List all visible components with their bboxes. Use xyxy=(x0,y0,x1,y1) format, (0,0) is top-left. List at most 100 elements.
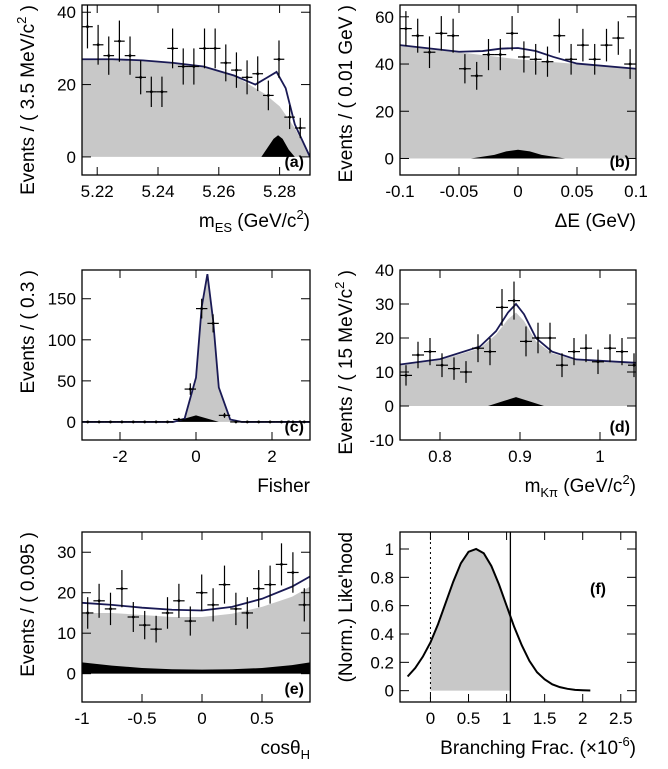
y-tick-label: 10 xyxy=(57,624,76,643)
data-point xyxy=(273,40,285,79)
x-tick-label: 0.8 xyxy=(428,447,452,466)
plot-area xyxy=(82,543,310,674)
data-point-marker xyxy=(510,31,514,35)
signal-component xyxy=(488,397,544,406)
data-point-marker xyxy=(223,583,226,587)
data-point xyxy=(220,44,232,82)
y-tick-label: 0 xyxy=(67,665,76,684)
data-point-marker xyxy=(203,47,206,50)
x-tick-label: 2 xyxy=(267,447,276,466)
plot-frame xyxy=(81,531,311,703)
data-point xyxy=(263,80,274,111)
data-point-marker xyxy=(234,420,238,424)
panel-d: 0.8 0.9 1 -10 0 10 20 30 40 (d) mKπ (GeV/c2) Events… xyxy=(332,261,637,500)
background-component xyxy=(400,312,636,406)
total-fit-curve xyxy=(82,58,310,158)
x-tick-label: 0 xyxy=(191,447,200,466)
panel-f: 0 0.5 1 1.5 2 2.5 0 0.2 0.4 0.6 0.8 1 (f) Branching F… xyxy=(336,531,637,759)
data-point xyxy=(628,353,636,378)
data-point-marker xyxy=(120,420,124,424)
data-point xyxy=(218,412,231,418)
y-axis-label: Events / ( 15 MeV/c2 ) xyxy=(332,270,357,455)
data-point xyxy=(230,420,242,424)
y-tick-label: 100 xyxy=(48,331,76,350)
data-point xyxy=(284,105,295,130)
data-point xyxy=(93,420,105,424)
likelihood-interval-shade xyxy=(430,549,511,691)
x-tick-label: -0.1 xyxy=(385,182,414,201)
data-point-marker xyxy=(557,34,561,38)
data-point-marker xyxy=(440,363,444,367)
data-point xyxy=(580,334,592,363)
y-tick-label: 50 xyxy=(57,372,76,391)
data-point xyxy=(209,28,221,69)
x-tick-label: 1 xyxy=(502,709,511,728)
data-point xyxy=(588,43,601,75)
total-fit-curve xyxy=(400,44,636,70)
y-tick-label: 1 xyxy=(385,540,394,559)
y-tick-label: 60 xyxy=(375,8,394,27)
y-tick-label: -10 xyxy=(369,431,394,450)
data-point xyxy=(520,326,532,357)
data-point-marker xyxy=(268,420,272,424)
data-point xyxy=(264,565,276,604)
x-axis-label: cosθH xyxy=(260,738,310,762)
signal-component xyxy=(470,149,566,159)
data-point xyxy=(127,602,139,632)
data-point xyxy=(411,18,424,53)
data-point-marker xyxy=(488,350,492,353)
x-tick-label: 0.5 xyxy=(457,709,481,728)
data-point xyxy=(482,39,495,71)
data-point xyxy=(298,588,310,622)
data-point xyxy=(241,597,253,629)
data-point xyxy=(600,28,613,62)
data-point-marker xyxy=(428,350,432,353)
panel-tag: (a) xyxy=(284,154,304,171)
y-tick-label: 40 xyxy=(375,55,394,74)
data-point xyxy=(252,56,264,92)
data-point-marker xyxy=(298,126,302,130)
data-point-marker xyxy=(257,587,261,591)
data-point-marker xyxy=(475,74,479,78)
data-point-marker xyxy=(291,420,295,424)
panel-tag: (f) xyxy=(590,581,606,598)
data-point-marker xyxy=(97,420,101,424)
data-point-marker xyxy=(154,627,158,631)
plot-frame xyxy=(399,531,637,703)
data-point xyxy=(82,597,94,629)
data-point-marker xyxy=(439,31,443,35)
data-point xyxy=(231,52,242,88)
x-tick-label: -0.05 xyxy=(440,182,479,201)
data-point xyxy=(103,36,115,75)
data-point-marker xyxy=(200,591,204,595)
data-point-marker xyxy=(117,39,121,43)
data-point xyxy=(287,420,299,424)
data-point-marker xyxy=(632,363,636,367)
data-point xyxy=(156,76,168,107)
data-point xyxy=(104,592,117,626)
data-point xyxy=(173,583,185,618)
data-point xyxy=(253,570,265,608)
data-point-marker xyxy=(245,611,249,615)
data-point-marker xyxy=(200,307,204,310)
data-point xyxy=(460,361,472,383)
data-point-marker xyxy=(581,43,585,47)
data-point-marker xyxy=(166,611,169,615)
data-point xyxy=(150,420,162,424)
data-point xyxy=(127,420,139,424)
data-point-marker xyxy=(536,336,540,340)
y-axis-label: Events / ( 0.095 ) xyxy=(18,532,39,677)
data-point xyxy=(508,281,520,320)
y-tick-label: 0.6 xyxy=(370,597,394,616)
data-point xyxy=(139,420,151,424)
x-tick-label: 5.26 xyxy=(202,182,235,201)
data-point-marker xyxy=(224,61,228,65)
data-point-marker xyxy=(605,43,608,47)
x-tick-label: 0.5 xyxy=(250,709,274,728)
data-point-marker xyxy=(139,75,143,79)
data-point xyxy=(161,597,174,629)
data-point-marker xyxy=(131,420,135,424)
data-point-marker xyxy=(487,53,490,56)
data-point xyxy=(241,420,253,424)
data-point xyxy=(553,18,566,53)
